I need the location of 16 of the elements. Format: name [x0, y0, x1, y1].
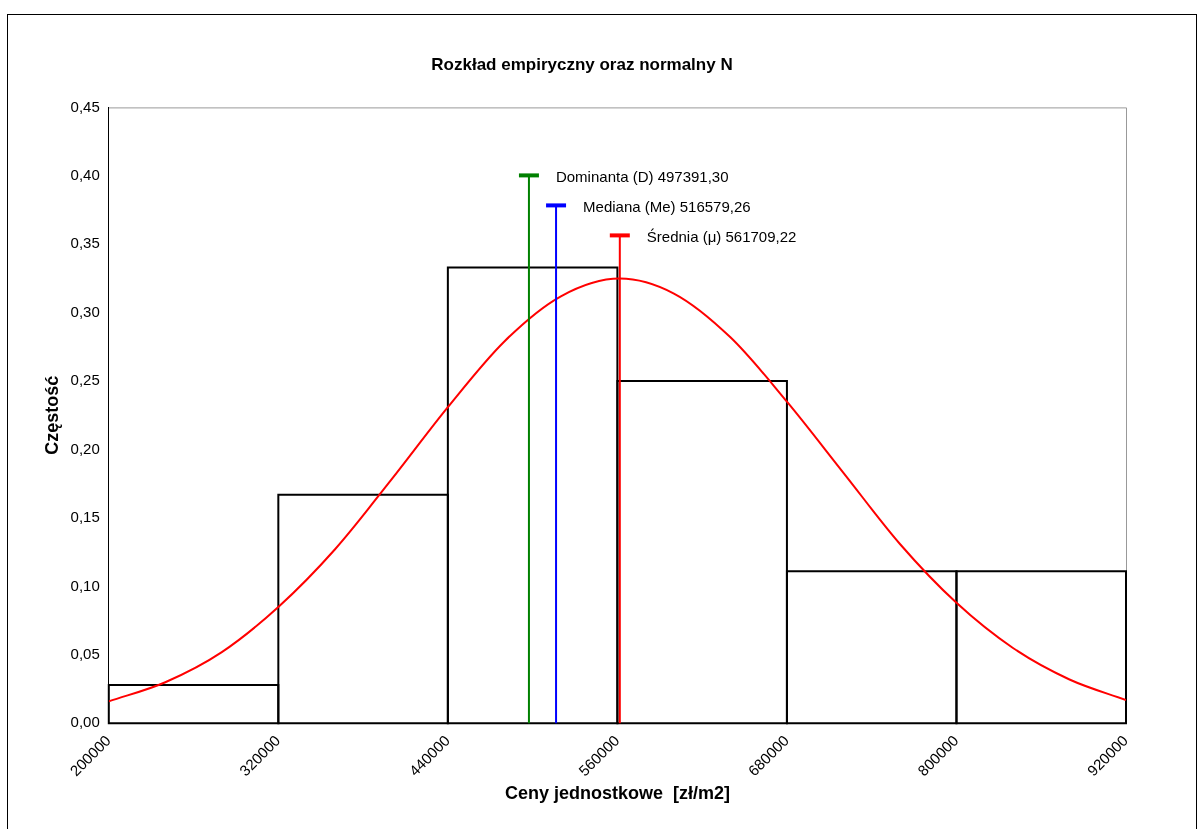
y-tick-label: 0,05: [70, 644, 100, 662]
ref-line-label: Dominanta (D) 497391,30: [555, 167, 729, 185]
y-tick-label: 0,15: [70, 508, 100, 526]
ref-line-label: Mediana (Me) 516579,26: [583, 197, 751, 215]
chart-title: Rozkład empiryczny oraz normalny N: [431, 54, 733, 74]
y-tick-label: 0,10: [70, 576, 100, 594]
ref-line-label: Średnia (μ) 561709,22: [646, 227, 797, 245]
x-axis-title: Ceny jednostkowe [zł/m2]: [504, 783, 730, 804]
y-tick-label: 0,45: [70, 97, 100, 115]
y-tick-label: 0,00: [70, 713, 100, 731]
y-tick-label: 0,30: [70, 302, 100, 320]
y-tick-label: 0,40: [70, 165, 100, 183]
y-tick-label: 0,20: [70, 439, 100, 457]
y-tick-label: 0,35: [70, 234, 100, 252]
y-tick-label: 0,25: [70, 371, 100, 389]
y-axis-title: Częstość: [41, 375, 62, 455]
